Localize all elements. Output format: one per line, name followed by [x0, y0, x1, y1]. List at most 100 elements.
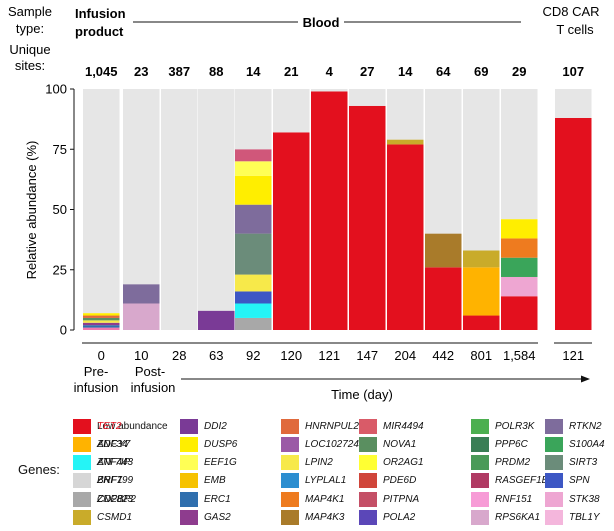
- y-tick-label: 25: [53, 262, 67, 277]
- legend-item: RASGEF1B: [471, 473, 548, 489]
- sample-type-label: Sample: [8, 4, 52, 19]
- legend-swatch: [73, 510, 91, 525]
- legend-label: RNF151: [495, 493, 533, 505]
- bar-segment: [311, 91, 348, 330]
- legend-item: STK38: [545, 491, 600, 507]
- legend-item: PPP6C: [471, 436, 528, 452]
- legend-swatch: [471, 491, 489, 507]
- legend-swatch: [545, 436, 563, 452]
- legend-item: MAP4K1: [281, 491, 344, 507]
- y-tick-label: 0: [60, 323, 67, 338]
- legend-item: RNF151: [471, 491, 532, 507]
- bar-segment: [235, 204, 272, 234]
- legend-label: MAP4K3: [305, 512, 345, 523]
- legend-label: LOC102724357: [305, 438, 376, 450]
- bar-segment: [425, 233, 462, 268]
- x-tick-label: 10: [134, 348, 148, 363]
- bar-segment: [83, 317, 120, 321]
- bar-segment: [235, 233, 272, 275]
- legend-item: LYPLAL1: [281, 473, 346, 489]
- legend-item: CSMD1: [73, 510, 132, 526]
- legend-label: DUSP6: [204, 438, 238, 450]
- bar-segment: [387, 144, 424, 330]
- legend-label: ERC1: [204, 493, 231, 505]
- legend-label: GAS2: [204, 512, 231, 523]
- legend-item: MIR4494: [359, 418, 424, 434]
- x-tick-label: 63: [209, 348, 223, 363]
- legend: Low abundance ADCY7 ATF7IP BRF1 CD2BP2 CSMD1 D…: [73, 418, 613, 528]
- legend-label: MAP4K1: [305, 493, 345, 505]
- legend-swatch: [545, 455, 563, 471]
- legend-item: HNRNPUL2: [281, 418, 359, 434]
- bar-segment: [555, 117, 592, 330]
- legend-swatch: [471, 418, 489, 434]
- bar-segment: [83, 327, 120, 330]
- legend-item: RPS6KA1: [471, 510, 540, 526]
- bar-segment: [501, 257, 538, 277]
- unique-sites-label: Unique: [9, 42, 50, 57]
- legend-label: HNRNPUL2: [305, 420, 359, 432]
- legend-label: CD2BP2: [97, 493, 136, 505]
- legend-item: DDI2: [180, 418, 227, 434]
- bar-segment: [161, 89, 198, 330]
- blood-label: Blood: [303, 15, 340, 30]
- bar-segment: [235, 303, 272, 318]
- legend-swatch: [545, 510, 563, 525]
- legend-item: ERC1: [180, 491, 231, 507]
- legend-label: EMB: [204, 475, 226, 487]
- legend-swatch: [281, 436, 299, 452]
- legend-item: ZNF823: [73, 491, 133, 507]
- legend-label: RPS6KA1: [495, 512, 541, 523]
- legend-swatch: [545, 473, 563, 489]
- unique-site-count: 387: [168, 64, 190, 79]
- legend-swatch: [281, 418, 299, 434]
- bar-segment: [425, 89, 462, 234]
- legend-item: NOVA1: [359, 436, 416, 452]
- bar-segment: [463, 250, 500, 268]
- legend-label: EEF1G: [204, 457, 237, 469]
- bar-segment: [235, 149, 272, 162]
- x-axis: 0 10 28 63 92 120 121 147 204 442 801 1,584 121 Pre-i…: [74, 342, 592, 402]
- unique-site-count: 4: [326, 64, 334, 79]
- post-infusion-label: Post-: [135, 364, 165, 379]
- unique-site-count: 29: [512, 64, 526, 79]
- bar-segment: [198, 89, 235, 311]
- y-tick-label: 100: [45, 82, 67, 97]
- legend-label: STK38: [569, 493, 600, 505]
- legend-swatch: [281, 510, 299, 525]
- bar-segment: [83, 89, 120, 314]
- legend-swatch: [545, 491, 563, 507]
- bar-segment: [198, 310, 235, 330]
- unique-site-count: 88: [209, 64, 223, 79]
- legend-item: MAP4K3: [281, 510, 344, 526]
- legend-label: SPN: [569, 475, 590, 487]
- legend-swatch: [359, 510, 377, 525]
- legend-item: TBL1Y: [545, 510, 600, 526]
- bar-segment: [501, 296, 538, 330]
- legend-item: SPN: [545, 473, 590, 489]
- bar-segment: [83, 315, 120, 318]
- legend-item: EMB: [180, 473, 226, 489]
- unique-site-count: 27: [360, 64, 374, 79]
- legend-swatch: [73, 473, 91, 489]
- legend-item: LPIN2: [281, 455, 333, 471]
- car-label: CD8 CAR: [542, 4, 599, 19]
- legend-label: Low abundance: [97, 420, 168, 432]
- x-axis-label: Time (day): [331, 387, 393, 402]
- x-tick-label: 121: [562, 348, 584, 363]
- legend-swatch: [359, 455, 377, 471]
- legend-swatch: [471, 473, 489, 489]
- legend-swatch: [471, 436, 489, 452]
- bar-segment: [123, 89, 160, 285]
- bar-segment: [123, 303, 160, 330]
- legend-label: ZNF823: [97, 493, 134, 505]
- unique-sites-label: sites:: [15, 58, 45, 73]
- legend-label: OR2AG1: [383, 457, 424, 469]
- bar-segment: [235, 274, 272, 292]
- legend-swatch: [359, 473, 377, 489]
- bar-segment: [501, 276, 538, 297]
- legend-item: S100A4: [545, 436, 605, 452]
- legend-item: POLR3K: [471, 418, 534, 434]
- legend-swatch: [545, 418, 563, 434]
